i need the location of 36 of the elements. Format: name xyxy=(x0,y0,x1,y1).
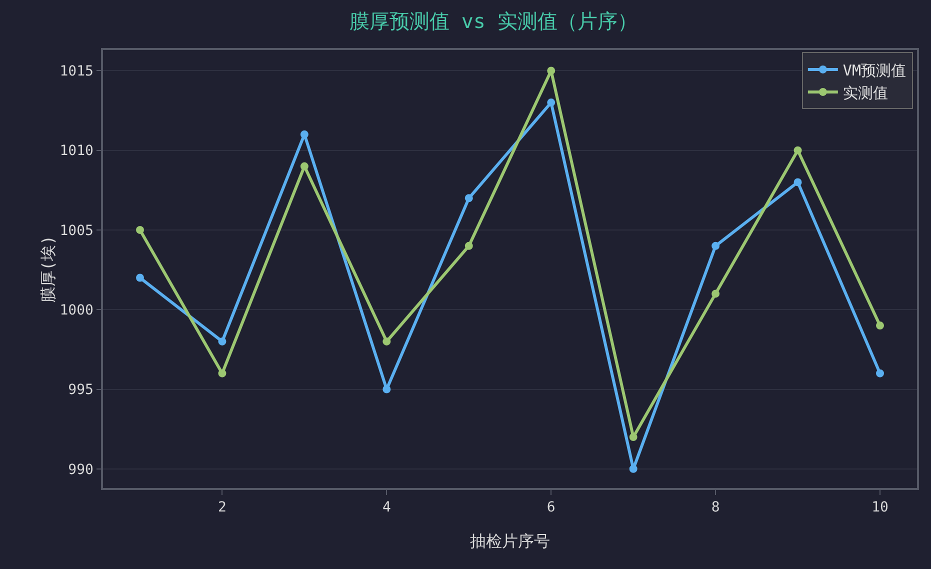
point xyxy=(629,464,638,473)
legend-label: VM预测值 xyxy=(842,61,906,80)
point xyxy=(712,242,720,250)
y-tick-label: 1010 xyxy=(60,143,94,160)
point xyxy=(794,178,802,186)
point xyxy=(464,242,473,250)
point xyxy=(464,194,473,202)
point xyxy=(547,66,556,75)
point xyxy=(876,369,884,378)
x-axis-title: 抽检片序号 xyxy=(470,532,550,550)
point xyxy=(629,433,638,442)
x-tick-label: 4 xyxy=(382,500,391,516)
point xyxy=(218,337,226,346)
point xyxy=(382,385,391,394)
x-tick-label: 6 xyxy=(546,500,556,516)
y-tick-label: 1005 xyxy=(60,222,94,239)
point xyxy=(136,226,144,234)
x-tick-label: 2 xyxy=(218,500,226,516)
y-tick-label: 995 xyxy=(68,382,94,398)
point xyxy=(300,130,308,138)
point xyxy=(712,290,720,298)
legend-label: 实测值 xyxy=(842,84,888,102)
chart-title: 膜厚预测值 vs 实测值（片序） xyxy=(349,9,638,34)
point xyxy=(218,369,226,378)
x-tick-label: 8 xyxy=(711,500,720,516)
y-tick-label: 990 xyxy=(68,462,94,478)
point xyxy=(382,337,391,346)
point xyxy=(794,146,802,154)
point xyxy=(547,98,556,107)
y-axis-title: 膜厚(埃) xyxy=(38,235,58,303)
y-tick-label: 1015 xyxy=(60,64,94,80)
point xyxy=(136,274,144,282)
point xyxy=(876,322,884,330)
x-tick-label: 10 xyxy=(872,500,888,516)
point xyxy=(300,162,308,170)
y-tick-label: 1000 xyxy=(60,302,94,319)
